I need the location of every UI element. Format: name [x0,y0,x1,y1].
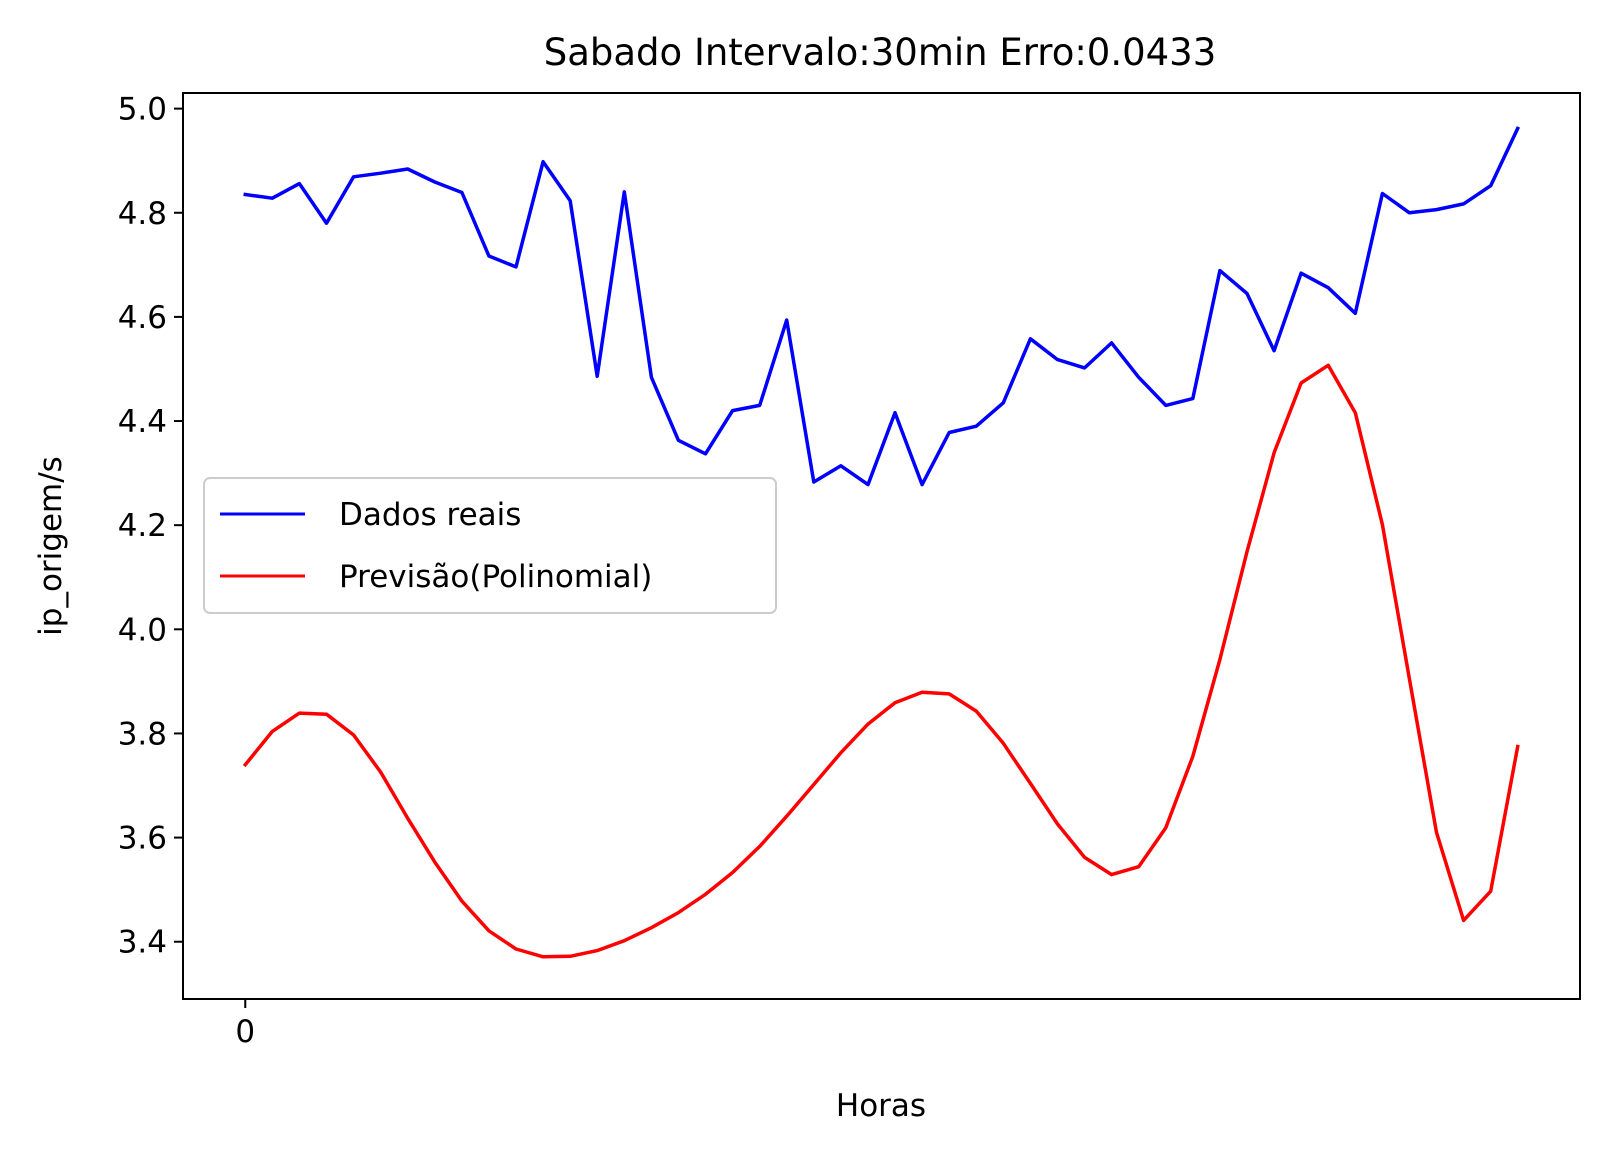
legend: Dados reais Previsão(Polinomial) [203,477,777,614]
series-layer [242,126,1521,959]
y-tick-label: 3.4 [118,925,167,961]
y-tick-label: 3.8 [118,716,167,752]
x-axis-label: Horas [836,1088,926,1124]
y-axis-label: ip_origem/s [33,456,69,636]
y-tick-label: 4.8 [118,196,167,232]
legend-label-dados-reais: Dados reais [339,497,521,533]
y-tick-label: 3.6 [118,821,167,857]
legend-label-previsao-polinomial: Previsão(Polinomial) [339,559,652,595]
y-tick-label: 4.0 [118,612,167,648]
chart-title: Sabado Intervalo:30min Erro:0.0433 [544,31,1217,74]
plot-frame [182,92,1581,1000]
x-tick-label: 0 [235,1014,255,1050]
y-tick-label: 4.6 [118,300,167,336]
x-axis: 0 [235,999,255,1050]
legend-box [203,477,777,614]
y-axis: 3.4 3.6 3.8 4.0 4.2 4.4 4.6 4.8 5.0 [118,92,183,961]
y-tick-label: 5.0 [118,92,167,128]
series-line-dados-reais [243,126,1521,487]
y-tick-label: 4.4 [118,404,167,440]
series-line-previsao-polinomial [242,363,1520,959]
y-tick-label: 4.2 [118,508,167,544]
